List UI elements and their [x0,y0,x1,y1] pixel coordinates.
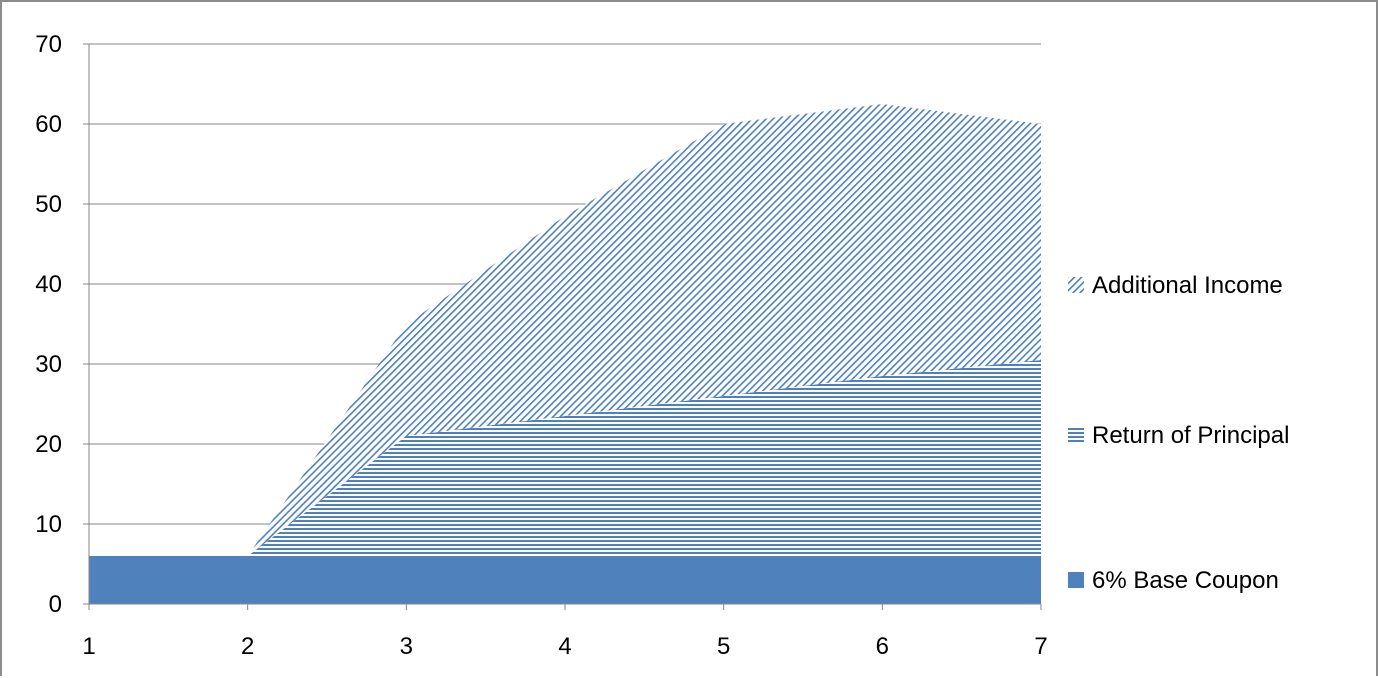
y-tick-label: 60 [35,111,62,138]
y-tick-label: 40 [35,271,62,298]
axes [83,43,1042,610]
y-tick-label: 30 [35,351,62,378]
x-tick-label: 7 [1034,633,1047,660]
area-series [89,104,1041,604]
x-tick-label: 3 [400,633,413,660]
legend-item-6-base-coupon: 6% Base Coupon [1068,567,1279,594]
legend-swatch [1068,572,1084,588]
x-tick-label: 1 [82,633,95,660]
x-tick-label: 6 [876,633,889,660]
area-return-of-principal [89,360,1041,556]
y-tick-label: 0 [49,591,62,618]
y-tick-label: 20 [35,431,62,458]
x-tick-label: 4 [558,633,571,660]
legend: Additional Income Return of Principal 6% B… [1068,272,1289,594]
legend-label: 6% Base Coupon [1092,567,1279,594]
legend-item-return-of-principal: Return of Principal [1068,422,1289,449]
legend-label: Return of Principal [1092,422,1289,449]
legend-swatch [1068,427,1084,443]
area-additional-income [89,104,1041,556]
x-axis-tick-labels: 1 2 3 4 5 6 7 [82,633,1047,660]
legend-label: Additional Income [1092,272,1283,299]
y-tick-label: 10 [35,511,62,538]
y-tick-label: 70 [35,31,62,58]
y-axis-tick-labels: 0 10 20 30 40 50 60 70 [35,31,62,618]
x-tick-label: 5 [717,633,730,660]
legend-item-additional-income: Additional Income [1068,272,1283,299]
legend-swatch [1068,277,1084,293]
x-tick-label: 2 [241,633,254,660]
y-tick-label: 50 [35,191,62,218]
area-6-base-coupon [89,556,1041,604]
